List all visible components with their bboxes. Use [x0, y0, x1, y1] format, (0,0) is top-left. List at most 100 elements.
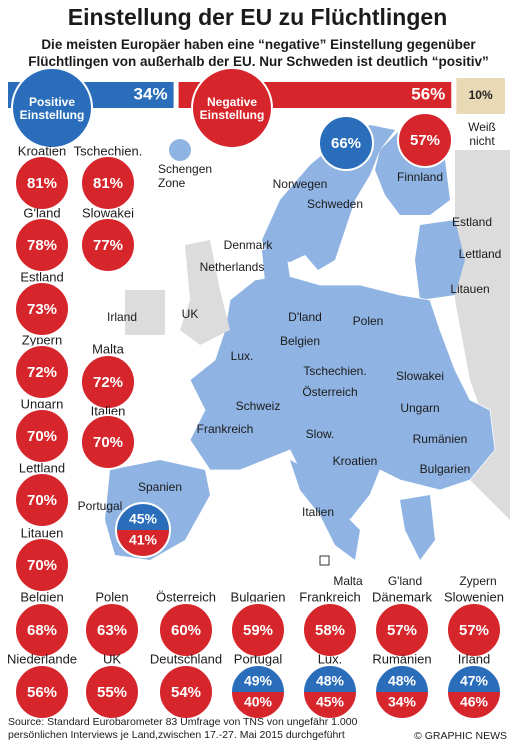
rating-value: 63%: [97, 622, 127, 639]
rating-value: 68%: [27, 622, 57, 639]
country-label: Österreich: [156, 589, 216, 604]
positive-half: [303, 665, 357, 692]
rating-circle: [80, 354, 136, 410]
rating-value: 55%: [97, 684, 127, 701]
country-label: G'land: [23, 205, 60, 220]
map-label: Portugal: [78, 499, 123, 513]
country-label: Polen: [95, 589, 128, 604]
title: Einstellung der EU zu Flüchtlingen: [67, 4, 448, 30]
country-label: UK: [103, 651, 121, 666]
country-label: Tschechien.: [74, 143, 143, 158]
country-label: Frankreich: [299, 589, 360, 604]
country-label: Dänemark: [372, 589, 432, 604]
map-label: Lux.: [231, 349, 254, 363]
positive-value: 45%: [129, 511, 158, 527]
country-label: Malta: [92, 341, 125, 356]
greece: [400, 495, 435, 560]
map-label: Litauen: [450, 282, 489, 296]
source: Source: Standard Eurobarometer 83 Umfrag…: [8, 716, 358, 741]
map-label: Bulgarien: [420, 462, 471, 476]
malta-marker: [319, 555, 330, 566]
country-label: Rumänien: [372, 651, 431, 666]
summary-value: 34%: [134, 84, 168, 103]
schengen-legend-dot: [169, 139, 191, 161]
rating-ring: [446, 664, 502, 720]
negative-value: 46%: [460, 694, 489, 710]
country-label: Kroatien: [18, 143, 66, 158]
summary-bar: [456, 78, 505, 114]
map-label: Rumänien: [413, 432, 468, 446]
rating-circle: [14, 408, 70, 464]
rating-circle: [318, 115, 374, 171]
map-label: Österreich: [302, 385, 357, 399]
map-label: Slowakei: [396, 369, 444, 383]
rating-circle: [14, 344, 70, 400]
rating-value: 81%: [27, 175, 57, 192]
rating-circle: [14, 664, 70, 720]
rating-value: 60%: [171, 622, 201, 639]
rating-value: 56%: [27, 684, 57, 701]
map-label: Denmark: [224, 238, 274, 252]
rating-value: 70%: [27, 557, 57, 574]
country-label: Italien: [91, 403, 126, 418]
positive-value: 49%: [244, 673, 273, 689]
country-label: Lettland: [19, 460, 65, 475]
map-label: Polen: [353, 314, 384, 328]
map-label: Belgien: [280, 334, 320, 348]
rating-ring: [115, 502, 171, 558]
rating-value: 73%: [27, 301, 57, 318]
map-label: Norwegen: [273, 177, 328, 191]
map-label: Finnland: [397, 170, 443, 184]
rating-value: 72%: [27, 364, 57, 381]
country-label: Slowenien: [444, 589, 504, 604]
rating-ring: [302, 664, 358, 720]
rating-circle: [84, 602, 140, 658]
subtitle: Die meisten Europäer haben eine “negativ…: [28, 37, 489, 69]
map-label: D'land: [288, 310, 322, 324]
map-label: Schweiz: [236, 399, 281, 413]
rating-value: 77%: [93, 237, 123, 254]
rating-value: 70%: [93, 434, 123, 451]
rating-value: 58%: [315, 622, 345, 639]
rating-circle: [14, 281, 70, 337]
ireland: [125, 290, 165, 335]
map-label: Schweden: [307, 197, 363, 211]
map-label: UK: [182, 307, 199, 321]
rating-value: 59%: [243, 622, 273, 639]
map-label: Netherlands: [200, 260, 265, 274]
rating-circle: [80, 155, 136, 211]
negative-half: [116, 530, 170, 557]
country-label: Belgien: [20, 589, 63, 604]
positive-value: 48%: [316, 673, 345, 689]
positive-half: [231, 665, 285, 692]
map-label: Irland: [107, 310, 137, 324]
mainland: [189, 274, 496, 521]
map-label: Slow.: [306, 427, 335, 441]
baltics: [415, 220, 465, 300]
rating-value: 57%: [410, 132, 440, 149]
rating-circle: [302, 602, 358, 658]
country-label: Niederlande: [7, 651, 77, 666]
rating-circle: [80, 414, 136, 470]
negative-half: [303, 692, 357, 719]
map-label: Kroatien: [333, 454, 378, 468]
rating-circle: [374, 602, 430, 658]
rating-circle: [14, 537, 70, 593]
rating-circle: [14, 155, 70, 211]
positive-value: 47%: [460, 673, 489, 689]
positive-half: [116, 503, 170, 530]
italy: [290, 460, 360, 560]
unknown-label: Weiß nicht: [468, 120, 496, 148]
negative-value: 41%: [129, 532, 158, 548]
credit: © GRAPHIC NEWS: [414, 730, 507, 742]
rating-ring: [230, 664, 286, 720]
rating-circle: [158, 664, 214, 720]
map-label: Ungarn: [400, 401, 439, 415]
negative-half: [375, 692, 429, 719]
schengen-label: Schengen Zone: [158, 162, 213, 190]
map-label: Tschechien.: [303, 364, 366, 378]
negative-value: 45%: [316, 694, 345, 710]
country-label: Deutschland: [150, 651, 222, 666]
